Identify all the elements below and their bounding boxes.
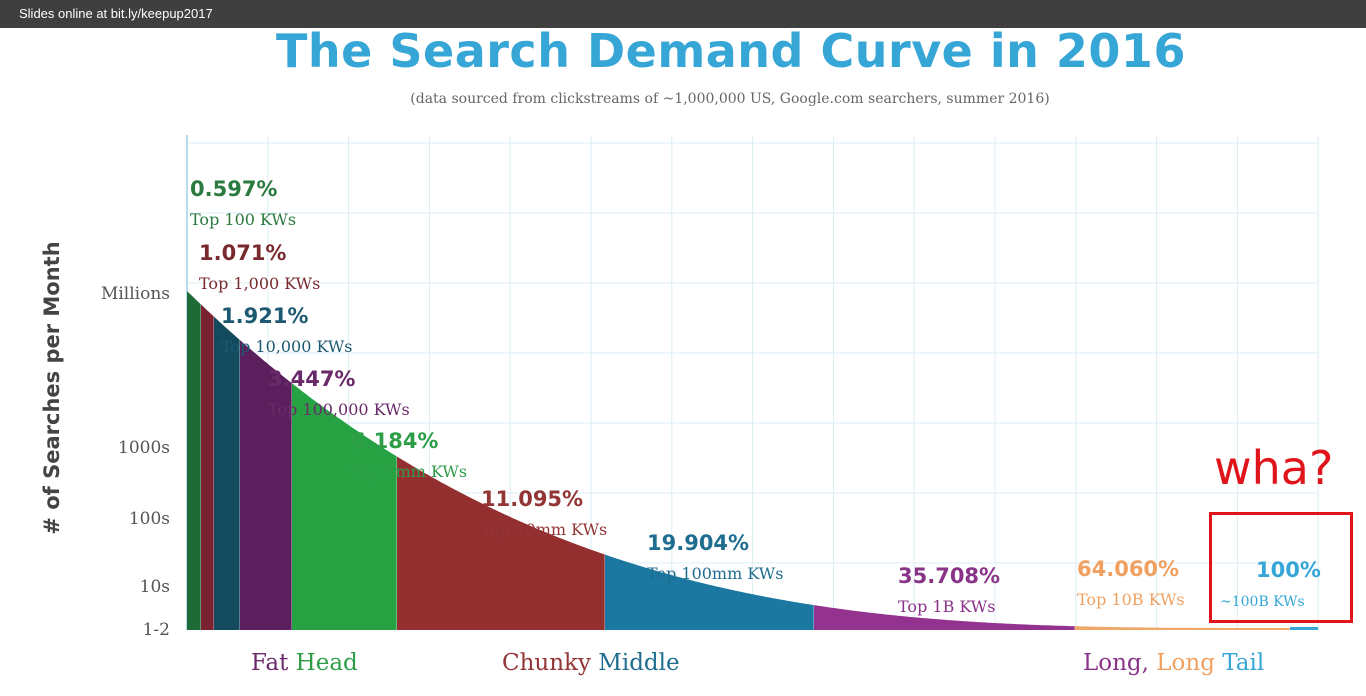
top-bar: Slides online at bit.ly/keepup2017 (0, 0, 1366, 28)
segment-percent-label: 1.921% (221, 304, 308, 328)
segment-area (187, 291, 201, 630)
category-label-part: Middle (598, 650, 679, 676)
chart-title: The Search Demand Curve in 2016 (276, 24, 1186, 78)
segment-area (397, 456, 605, 630)
category-label-part: Fat (251, 650, 296, 676)
segment-keyword-label: Top 10mm KWs (481, 520, 607, 539)
category-label: Chunky Middle (502, 650, 680, 676)
category-label-part: Long (1156, 650, 1222, 676)
segment-percent-label: 6.184% (351, 429, 438, 453)
segment-percent-label: 3.447% (268, 367, 355, 391)
segment-keyword-label: Top 100,000 KWs (268, 400, 410, 419)
segment-keyword-label: Top 1,000 KWs (199, 274, 320, 293)
segment-keyword-label: Top 10,000 KWs (221, 337, 353, 356)
segment-area (1290, 627, 1318, 630)
segment-percent-label: 11.095% (481, 487, 583, 511)
segment-area (240, 340, 292, 630)
segment-keyword-label: Top 100 KWs (190, 210, 296, 229)
segment-percent-label: 64.060% (1077, 557, 1179, 581)
segment-area (201, 304, 214, 630)
annotation-box (1209, 512, 1353, 623)
top-bar-text: Slides online at bit.ly/keepup2017 (19, 6, 213, 21)
chart-subtitle: (data sourced from clickstreams of ~1,00… (410, 91, 1050, 107)
y-tick-label: Millions (101, 284, 170, 304)
segment-area (1075, 626, 1290, 630)
segment-percent-label: 0.597% (190, 177, 277, 201)
annotation-text: wha? (1214, 441, 1334, 495)
segment-percent-label: 100% (1256, 558, 1321, 582)
segment-percent-label: 19.904% (647, 531, 749, 555)
segment-keyword-label: Top 100mm KWs (647, 564, 783, 583)
curve-areas (187, 291, 1318, 630)
segment-percent-label: 35.708% (898, 564, 1000, 588)
y-tick-label: 10s (140, 577, 170, 597)
segment-percent-label: 1.071% (199, 241, 286, 265)
segment-area (214, 316, 240, 630)
y-tick-label: 1000s (118, 438, 170, 458)
category-label-part: Chunky (502, 650, 598, 676)
segment-keyword-label: Top 1B KWs (898, 597, 995, 616)
segment-area (292, 383, 397, 630)
segment-area (814, 605, 1075, 630)
category-label-part: Tail (1222, 650, 1264, 676)
y-tick-label: 1-2 (143, 620, 170, 640)
category-label-part: Long, (1083, 650, 1156, 676)
category-label-part: Head (296, 650, 358, 676)
category-label: Long, Long Tail (1083, 650, 1264, 676)
segment-keyword-label: ~100B KWs (1220, 594, 1305, 610)
y-tick-label: 100s (129, 509, 170, 529)
segment-keyword-label: Top 10B KWs (1077, 590, 1185, 609)
category-labels: Fat Head Chunky Middle Long, Long Tail (251, 650, 1264, 676)
segment-keyword-label: Top 1mm KWs (351, 462, 467, 481)
category-label: Fat Head (251, 650, 358, 676)
segment-area (605, 554, 814, 630)
y-axis-ticks: Millions 1000s 100s 10s 1-2 (101, 284, 170, 640)
segment-labels: 0.597% Top 100 KWs 1.071% Top 1,000 KWs 1.92… (190, 177, 1321, 616)
